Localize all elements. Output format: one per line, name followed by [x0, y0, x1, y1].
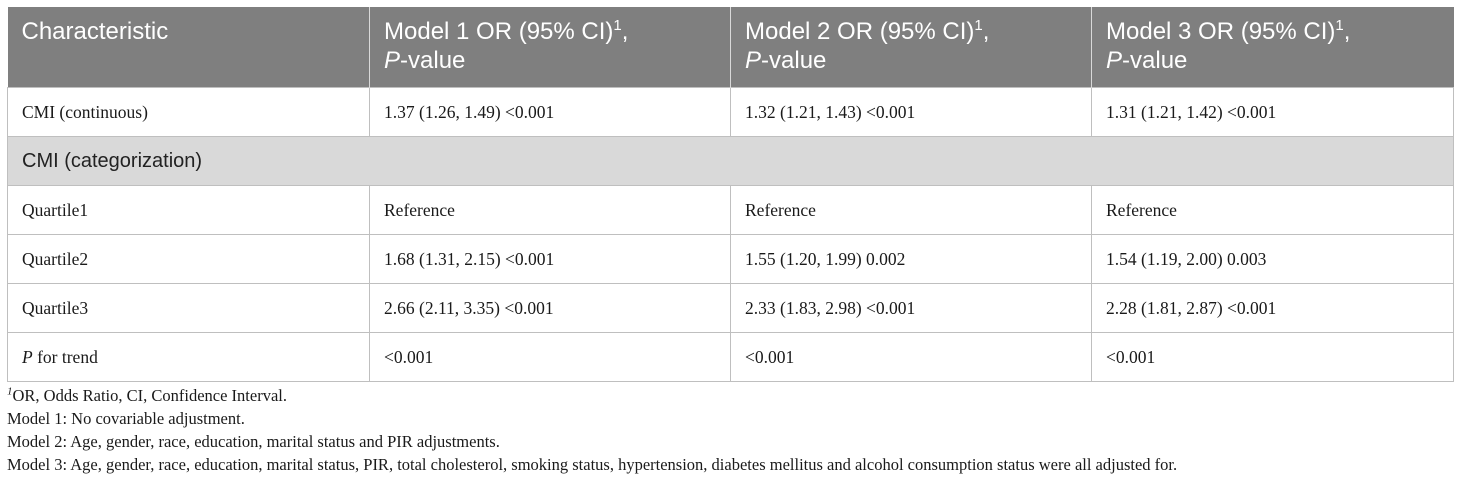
- cell-model-3: 1.54 (1.19, 2.00) 0.003: [1091, 234, 1454, 284]
- cell-model-1: <0.001: [369, 332, 731, 382]
- row-label: P for trend: [7, 332, 370, 382]
- cell-model-1: Reference: [369, 185, 731, 235]
- table-body: CMI (continuous) 1.37 (1.26, 1.49) <0.00…: [7, 87, 1454, 382]
- header-model-2-p: P: [745, 47, 762, 74]
- header-model-2-pvalue: -value: [761, 47, 827, 74]
- header-model-2-label: Model 2 OR (95% CI): [745, 18, 975, 45]
- header-model-2-comma: ,: [982, 18, 990, 45]
- cell-model-3: 2.28 (1.81, 2.87) <0.001: [1091, 283, 1454, 333]
- cell-model-1: 1.68 (1.31, 2.15) <0.001: [369, 234, 731, 284]
- table-footnotes: 1OR, Odds Ratio, CI, Confidence Interval…: [7, 384, 1453, 476]
- row-label: Quartile1: [7, 185, 370, 235]
- footnote-model-1: Model 1: No covariable adjustment.: [7, 409, 245, 428]
- table-row-quartile1: Quartile1 Reference Reference Reference: [7, 185, 1454, 235]
- results-table-container: Characteristic Model 1 OR (95% CI)1, P-v…: [7, 7, 1454, 382]
- row-label: Quartile2: [7, 234, 370, 284]
- section-label-cmi-categorization: CMI (categorization): [7, 136, 1454, 186]
- table-section-row: CMI (categorization): [7, 136, 1454, 186]
- header-characteristic: Characteristic: [7, 7, 370, 88]
- cell-model-1: 2.66 (2.11, 3.35) <0.001: [369, 283, 731, 333]
- row-label-p: P: [22, 346, 33, 367]
- results-table: Characteristic Model 1 OR (95% CI)1, P-v…: [7, 7, 1454, 382]
- row-label-rest: for trend: [32, 346, 98, 367]
- header-row: Characteristic Model 1 OR (95% CI)1, P-v…: [7, 7, 1454, 88]
- table-row-p-for-trend: P for trend <0.001 <0.001 <0.001: [7, 332, 1454, 382]
- header-model-3-comma: ,: [1343, 18, 1351, 45]
- header-model-1-footnote-mark: 1: [613, 17, 622, 34]
- cell-model-2: 2.33 (1.83, 2.98) <0.001: [730, 283, 1092, 333]
- header-model-1-label: Model 1 OR (95% CI): [384, 18, 614, 45]
- header-model-3-footnote-mark: 1: [1335, 17, 1344, 34]
- cell-model-3: 1.31 (1.21, 1.42) <0.001: [1091, 87, 1454, 137]
- footnote-model-2: Model 2: Age, gender, race, education, m…: [7, 432, 500, 451]
- cell-model-2: Reference: [730, 185, 1092, 235]
- footnote-abbreviations: 1OR, Odds Ratio, CI, Confidence Interval…: [7, 384, 1453, 407]
- row-label: CMI (continuous): [7, 87, 370, 137]
- header-model-1-p: P: [384, 47, 401, 74]
- header-model-3-label: Model 3 OR (95% CI): [1106, 18, 1336, 45]
- cell-model-2: <0.001: [730, 332, 1092, 382]
- cell-model-2: 1.32 (1.21, 1.43) <0.001: [730, 87, 1092, 137]
- header-model-1-pvalue: -value: [400, 47, 466, 74]
- table-row-cmi-continuous: CMI (continuous) 1.37 (1.26, 1.49) <0.00…: [7, 87, 1454, 137]
- table-row-quartile2: Quartile2 1.68 (1.31, 2.15) <0.001 1.55 …: [7, 234, 1454, 284]
- footnote-abbreviations-text: OR, Odds Ratio, CI, Confidence Interval.: [12, 386, 288, 405]
- cell-model-1: 1.37 (1.26, 1.49) <0.001: [369, 87, 731, 137]
- cell-model-3: <0.001: [1091, 332, 1454, 382]
- header-model-3: Model 3 OR (95% CI)1, P-value: [1091, 7, 1454, 88]
- table-row-quartile3: Quartile3 2.66 (2.11, 3.35) <0.001 2.33 …: [7, 283, 1454, 333]
- header-model-2: Model 2 OR (95% CI)1, P-value: [730, 7, 1092, 88]
- header-model-1-comma: ,: [621, 18, 629, 45]
- table-header: Characteristic Model 1 OR (95% CI)1, P-v…: [7, 7, 1454, 88]
- footnote-mark: 1: [7, 385, 13, 398]
- header-model-1: Model 1 OR (95% CI)1, P-value: [369, 7, 731, 88]
- header-model-3-pvalue: -value: [1122, 47, 1188, 74]
- cell-model-3: Reference: [1091, 185, 1454, 235]
- header-model-3-p: P: [1106, 47, 1123, 74]
- header-model-2-footnote-mark: 1: [974, 17, 983, 34]
- header-characteristic-label: Characteristic: [21, 18, 169, 45]
- cell-model-2: 1.55 (1.20, 1.99) 0.002: [730, 234, 1092, 284]
- row-label: Quartile3: [7, 283, 370, 333]
- footnote-model-3: Model 3: Age, gender, race, education, m…: [7, 455, 1178, 474]
